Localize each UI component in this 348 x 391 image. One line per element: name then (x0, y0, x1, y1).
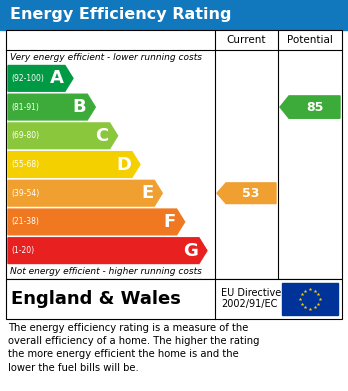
Text: F: F (163, 213, 176, 231)
Text: (39-54): (39-54) (11, 189, 39, 198)
Text: (21-38): (21-38) (11, 217, 39, 226)
Text: 53: 53 (242, 187, 260, 200)
Text: E: E (141, 184, 153, 202)
Text: G: G (183, 242, 198, 260)
Text: Not energy efficient - higher running costs: Not energy efficient - higher running co… (10, 267, 202, 276)
Text: 2002/91/EC: 2002/91/EC (221, 299, 277, 309)
Text: C: C (95, 127, 109, 145)
Text: England & Wales: England & Wales (11, 290, 181, 308)
Text: Potential: Potential (287, 35, 333, 45)
Bar (6, 279, 342, 319)
Bar (282, 283, 338, 315)
Text: (92-100): (92-100) (11, 74, 44, 83)
Text: (81-91): (81-91) (11, 102, 39, 111)
Polygon shape (8, 152, 140, 178)
Text: D: D (116, 156, 131, 174)
Text: 85: 85 (306, 100, 323, 113)
Text: B: B (73, 98, 86, 116)
Polygon shape (217, 183, 276, 204)
Text: (69-80): (69-80) (11, 131, 39, 140)
Polygon shape (280, 96, 340, 118)
Polygon shape (8, 66, 73, 91)
Text: The energy efficiency rating is a measure of the
overall efficiency of a home. T: The energy efficiency rating is a measur… (8, 323, 260, 373)
Text: A: A (50, 69, 64, 87)
Polygon shape (8, 180, 162, 206)
Polygon shape (8, 123, 118, 149)
Text: (1-20): (1-20) (11, 246, 34, 255)
Text: Current: Current (227, 35, 266, 45)
Polygon shape (8, 238, 207, 264)
Text: Energy Efficiency Rating: Energy Efficiency Rating (10, 7, 231, 23)
Bar (6, 30, 342, 279)
Text: Very energy efficient - lower running costs: Very energy efficient - lower running co… (10, 52, 202, 61)
Text: EU Directive: EU Directive (221, 288, 281, 298)
Polygon shape (8, 209, 184, 235)
Polygon shape (8, 94, 95, 120)
Bar (0, 0, 348, 30)
Text: (55-68): (55-68) (11, 160, 39, 169)
